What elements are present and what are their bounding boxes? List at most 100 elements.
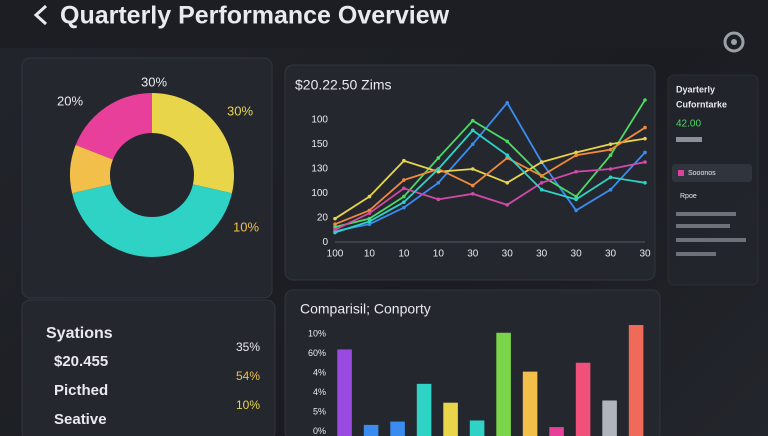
- side-line: [676, 212, 736, 216]
- line-point: [608, 147, 613, 152]
- bar: [390, 421, 405, 436]
- settings-icon[interactable]: [723, 31, 745, 53]
- line-point: [402, 205, 406, 210]
- bar: [416, 383, 432, 436]
- line-series: [334, 99, 646, 228]
- line-point: [574, 208, 578, 213]
- line-point: [333, 225, 337, 229]
- y-tick-label: 0%: [313, 426, 326, 436]
- line-point: [436, 167, 441, 171]
- line-point: [470, 128, 475, 133]
- line-point: [643, 136, 647, 141]
- donut-segment: [72, 183, 232, 257]
- line-point: [470, 167, 475, 171]
- bar: [602, 400, 617, 436]
- line-point: [643, 125, 647, 130]
- donut-segment: [75, 93, 153, 161]
- x-tick-label: 10: [364, 249, 376, 260]
- donut-segment: [151, 93, 234, 194]
- x-tick-label: 30: [639, 249, 651, 260]
- line-point: [367, 208, 372, 213]
- line-point: [470, 183, 475, 188]
- side-swatch: [678, 170, 684, 176]
- bar: [549, 427, 564, 436]
- line-point: [367, 219, 372, 224]
- side-title: Dyarterly: [676, 84, 715, 94]
- bar: [337, 349, 352, 436]
- line-point: [436, 181, 441, 185]
- line-point: [333, 222, 337, 226]
- x-tick-label: 100: [327, 249, 344, 260]
- stats-panel: [21, 299, 276, 436]
- line-chart-title: $20.22.50 Zims: [295, 77, 392, 93]
- line-point: [402, 186, 406, 191]
- line-point: [505, 181, 510, 185]
- y-tick-label: 130: [311, 164, 328, 175]
- x-tick-label: 30: [605, 249, 617, 260]
- line-point: [470, 142, 475, 146]
- line-point: [367, 216, 372, 221]
- line-point: [402, 200, 406, 204]
- donut-label: 20%: [57, 93, 83, 108]
- y-tick-label: 4%: [313, 367, 326, 377]
- side-line: [676, 252, 716, 256]
- donut-label: 45%: [195, 203, 221, 218]
- back-button[interactable]: [33, 4, 48, 26]
- line-point: [608, 167, 613, 171]
- line-point: [367, 194, 372, 199]
- bar: [575, 362, 591, 436]
- stat-label: Seative: [54, 411, 107, 428]
- header-bar: [0, 0, 768, 48]
- line-point: [470, 118, 475, 123]
- line-point: [608, 153, 613, 157]
- x-tick-label: 30: [467, 249, 479, 260]
- donut-segment: [70, 145, 114, 194]
- bar: [496, 332, 511, 436]
- y-tick-label: 10%: [308, 328, 326, 338]
- bar-panel: [284, 289, 661, 436]
- line-point: [505, 139, 510, 144]
- stats-title: Syations: [46, 325, 113, 342]
- line-point: [608, 142, 613, 146]
- line-point: [539, 160, 544, 164]
- line-point: [436, 156, 441, 160]
- line-panel: [284, 64, 656, 281]
- bar: [363, 424, 379, 436]
- side-value: 42.00: [676, 119, 701, 130]
- stat-value: 54%: [236, 369, 260, 383]
- line-point: [505, 100, 510, 105]
- y-tick-label: 0: [322, 237, 328, 248]
- side-line: [676, 238, 746, 242]
- x-tick-label: 10: [433, 249, 445, 260]
- stat-value: 35%: [236, 340, 260, 354]
- line-point: [470, 192, 475, 196]
- line-series: [334, 101, 646, 232]
- line-point: [367, 211, 372, 215]
- line-point: [539, 174, 544, 178]
- x-tick-label: 10: [398, 249, 410, 260]
- side-item: Rpoe: [680, 193, 697, 200]
- line-point: [643, 98, 647, 102]
- line-series: [334, 126, 646, 226]
- donut-label: 10%: [233, 219, 259, 234]
- y-tick-label: 60%: [308, 348, 326, 358]
- x-tick-label: 30: [502, 249, 514, 260]
- side-dropdown[interactable]: [672, 164, 752, 182]
- y-tick-label: 100: [311, 188, 328, 199]
- x-tick-label: 30: [571, 249, 583, 260]
- y-tick-label: 5%: [313, 406, 326, 416]
- side-item: Sooonos: [688, 170, 716, 177]
- line-point: [402, 178, 406, 182]
- donut-label: 30%: [141, 74, 167, 89]
- line-point: [608, 187, 613, 192]
- line-point: [643, 181, 647, 185]
- bar: [469, 420, 485, 436]
- stat-label: $20.455: [54, 353, 108, 370]
- line-point: [574, 197, 578, 202]
- line-point: [333, 216, 337, 221]
- line-point: [574, 194, 578, 199]
- line-point: [505, 153, 510, 157]
- x-tick-label: 30: [536, 249, 548, 260]
